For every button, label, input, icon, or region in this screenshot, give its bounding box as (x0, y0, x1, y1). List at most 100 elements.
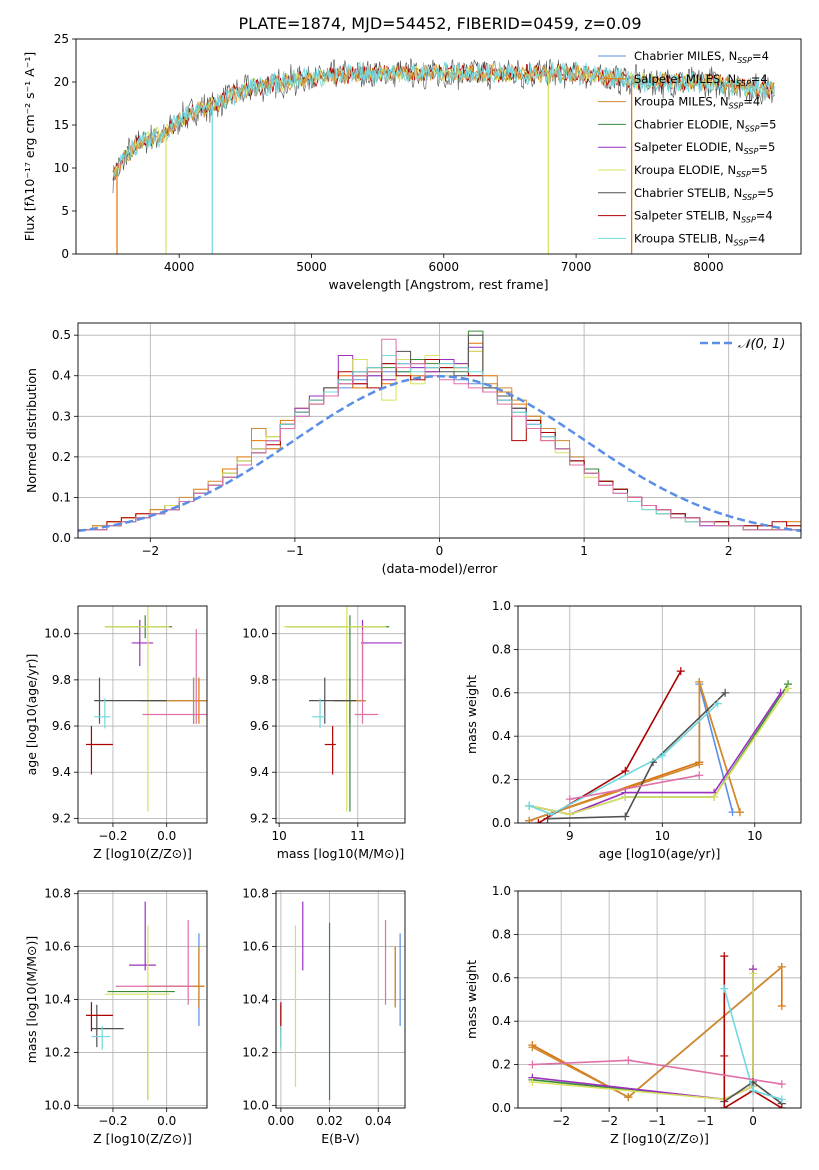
x-tick-label: 10 (747, 829, 762, 843)
weight-marker (676, 667, 685, 676)
spectrum-line (112, 61, 775, 178)
x-tick-label: 0.02 (316, 1114, 343, 1128)
weight-marker (624, 1056, 633, 1065)
y-tick-label: 10.2 (242, 1045, 269, 1059)
weight-marker (710, 792, 719, 801)
weight-marker (777, 1080, 786, 1089)
y-axis-label: mass weight (464, 960, 479, 1039)
weight-marker (565, 795, 574, 804)
plot-frame (77, 605, 208, 824)
weight-line (537, 670, 682, 823)
y-tick-label: 0.2 (492, 1058, 511, 1072)
y-axis-label: Normed distribution (24, 368, 39, 493)
x-tick-label: 6000 (429, 260, 460, 274)
y-tick-label: 0.3 (52, 409, 71, 423)
weight-line (723, 956, 783, 1108)
legend-label: Salpeter STELIB, NSSP=4 (634, 209, 773, 225)
weight-marker (720, 1104, 729, 1108)
weight-marker (749, 969, 758, 978)
y-tick-label: 0.2 (492, 773, 511, 787)
weight-marker (565, 810, 574, 819)
x-tick-label: 10 (272, 829, 287, 843)
weight-marker (784, 684, 793, 693)
histogram-series (78, 338, 801, 538)
x-axis-label: E(B-V) (321, 1131, 360, 1146)
weight-marker (525, 801, 534, 810)
y-tick-label: 0.6 (492, 686, 511, 700)
x-tick-label: −0.2 (98, 1114, 127, 1128)
z-mass-panel: −0.2 0.0 10.0 10.2 10.4 10.6 10.8 Z [log10(Z/Z⊙… (24, 887, 208, 1146)
y-tick-label: 0.6 (492, 971, 511, 985)
weight-marker (728, 808, 737, 817)
y-tick-label: 0.0 (52, 531, 71, 545)
weight-line (528, 683, 734, 822)
y-tick-label: 25 (54, 32, 69, 46)
x-axis-label: Z [log10(Z/Z⊙)] (93, 846, 192, 861)
plot-frame (77, 890, 208, 1109)
y-tick-label: 10.0 (242, 1098, 269, 1112)
weight-marker (525, 816, 534, 823)
weight-line (532, 969, 754, 1101)
y-tick-label: 20 (54, 75, 69, 89)
plot-frame (275, 605, 406, 824)
x-tick-label: 4000 (164, 260, 195, 274)
plot-area (528, 952, 786, 1108)
y-tick-label: 10.0 (44, 1098, 71, 1112)
y-tick-label: 9.6 (250, 719, 269, 733)
weight-marker (777, 1095, 786, 1104)
plot-frame (517, 605, 802, 824)
y-tick-label: 0 (61, 247, 69, 261)
y-tick-label: 10.6 (44, 940, 71, 954)
x-tick-label: 10 (655, 829, 670, 843)
plot-area (86, 901, 205, 1101)
y-tick-label: 9.8 (250, 673, 269, 687)
x-axis-label: Z [log10(Z/Z⊙)] (93, 1131, 192, 1146)
y-tick-label: 0.8 (492, 642, 511, 656)
legend-label: Salpeter ELODIE, NSSP=5 (634, 140, 775, 156)
weight-marker (621, 812, 630, 821)
weight-marker (777, 962, 786, 971)
x-tick-label: −2 (141, 544, 159, 558)
y-tick-label: 9.8 (52, 673, 71, 687)
x-tick-label: −2 (552, 1114, 570, 1128)
x-tick-label: 5000 (296, 260, 327, 274)
legend-label: Chabrier STELIB, NSSP=5 (634, 186, 774, 202)
weight-line (532, 969, 754, 1101)
y-tick-label: 9.2 (52, 811, 71, 825)
x-axis-label: Z [log10(Z/Z⊙)] (610, 1131, 709, 1146)
weight-line (547, 692, 726, 820)
figure-title: PLATE=1874, MJD=54452, FIBERID=0459, z=0… (238, 14, 641, 33)
legend-label: Chabrier MILES, NSSP=4 (634, 49, 769, 65)
x-axis-label: (data-model)/error (382, 561, 499, 576)
y-tick-label: 9.4 (250, 765, 269, 779)
plot-frame (77, 322, 802, 539)
weight-marker (658, 751, 667, 760)
plot-area (86, 606, 207, 812)
y-tick-label: 0.4 (492, 729, 511, 743)
y-tick-label: 10.2 (44, 1045, 71, 1059)
y-axis-label: mass weight (464, 675, 479, 754)
y-tick-label: 0.0 (492, 816, 511, 830)
plot-area (525, 667, 793, 823)
weight-marker (695, 760, 704, 769)
weight-marker (735, 808, 744, 817)
x-tick-label: −0.2 (98, 829, 127, 843)
plot-area (280, 901, 401, 1101)
x-tick-label: 0.0 (157, 829, 176, 843)
plot-area (112, 58, 775, 254)
legend-label: Chabrier ELODIE, NSSP=5 (634, 117, 776, 133)
plot-area (283, 606, 402, 812)
legend-label: Salpeter MILES, NSSP=4 (634, 72, 768, 88)
weight-line (569, 774, 700, 800)
weight-marker (695, 771, 704, 780)
x-tick-label: −1 (286, 544, 304, 558)
y-tick-label: 1.0 (492, 884, 511, 898)
x-axis-label: wavelength [Angstrom, rest frame] (328, 277, 548, 292)
y-tick-label: 5 (61, 204, 69, 218)
y-tick-label: 10.8 (44, 887, 71, 901)
weight-marker (624, 1093, 633, 1102)
y-tick-label: 10.0 (44, 627, 71, 641)
y-axis-label: mass [log10(M/M⊙)] (24, 936, 39, 1064)
plot-area (78, 330, 801, 538)
